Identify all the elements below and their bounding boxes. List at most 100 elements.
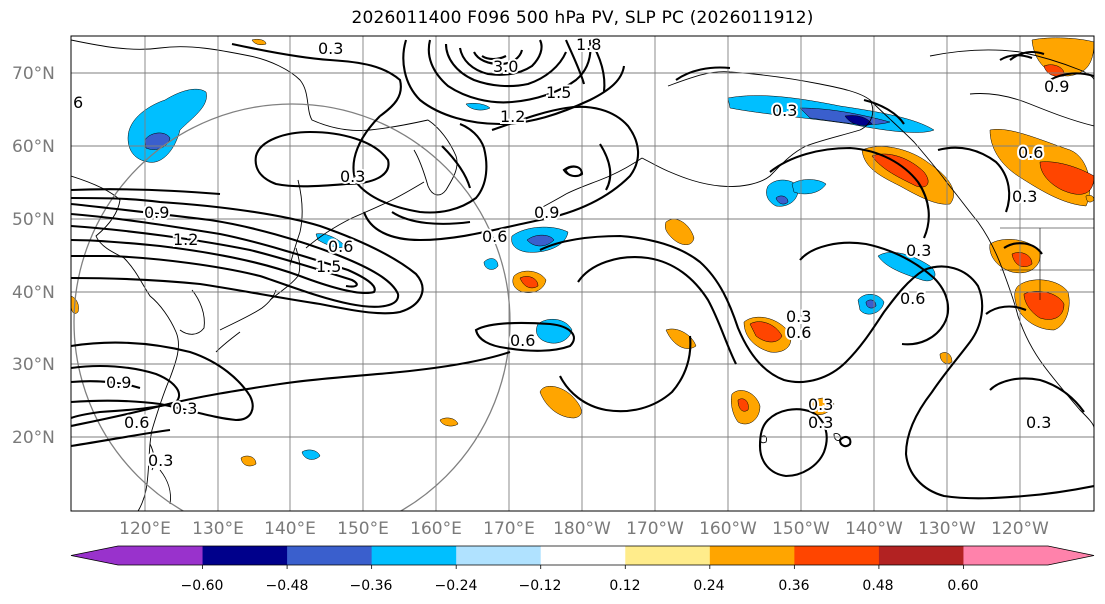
lat-axis: 70°N 60°N 50°N 40°N 30°N 20°N <box>12 64 55 448</box>
colorbar-tick-label: 0.48 <box>862 578 893 594</box>
shade-blob <box>315 233 346 248</box>
contour-label: 0.3 <box>340 167 365 186</box>
shade-blob <box>483 258 499 270</box>
lat-tick-label: 70°N <box>12 64 55 84</box>
contour-label: 3.0 <box>493 57 518 76</box>
contour-label: 0.3 <box>1026 413 1051 432</box>
graticule <box>71 36 1094 511</box>
colorbar-segment <box>794 546 880 565</box>
colorbar-tick-label: −0.12 <box>519 578 562 594</box>
contour-label: 1.2 <box>500 107 525 126</box>
shade-blob <box>737 398 749 412</box>
shade-blob <box>665 328 697 349</box>
colorbar-segment <box>878 546 964 565</box>
colorbar-tick-label: −0.60 <box>181 578 224 594</box>
colorbar-tick-label: −0.24 <box>435 578 478 594</box>
shade-blob <box>791 179 827 195</box>
shade-blob <box>539 385 582 419</box>
colorbar-segment <box>709 546 795 565</box>
colorbar-segment <box>625 546 711 565</box>
contour-label: 1.2 <box>173 230 198 249</box>
shade-blob <box>1039 161 1094 195</box>
contour-label: 6 <box>73 93 83 112</box>
lon-tick-label: 170°E <box>483 519 535 539</box>
contour-label: 0.6 <box>1018 143 1043 162</box>
contour-label: 0.6 <box>482 227 507 246</box>
shade-blob <box>1043 64 1065 77</box>
lat-tick-label: 40°N <box>12 283 55 303</box>
lon-tick-label: 130°E <box>192 519 244 539</box>
colorbar-tick-label: 0.60 <box>947 578 978 594</box>
contour-label: 0.6 <box>900 289 925 308</box>
contour-label: 0.3 <box>1012 187 1037 206</box>
lon-tick-label: 140°E <box>264 519 316 539</box>
contour-label: 0.6 <box>124 413 149 432</box>
shade-blob <box>251 38 267 46</box>
map-panel: 6 0.3 3.0 1.5 1.8 1.2 0.3 0.9 1.2 0.6 1.… <box>71 35 1094 511</box>
contour-label: 0.9 <box>534 203 559 222</box>
map-title: 2026011400 F096 500 hPa PV, SLP PC (2026… <box>351 8 814 28</box>
contour-label: 1.5 <box>316 257 341 276</box>
contour-label: 0.3 <box>772 101 797 120</box>
shade-blob <box>865 299 877 309</box>
lon-tick-label: 150°W <box>772 519 830 539</box>
contour-label: 0.3 <box>148 451 173 470</box>
colorbar-labels: −0.60 −0.48 −0.36 −0.24 −0.12 0.12 0.24 … <box>181 578 979 594</box>
contour-label: 0.3 <box>172 399 197 418</box>
contour-label: 0.9 <box>106 373 131 392</box>
contour-label: 0.6 <box>510 331 535 350</box>
lon-tick-label: 120°E <box>119 519 171 539</box>
colorbar-segment <box>540 546 626 565</box>
contour-label: 0.6 <box>786 323 811 342</box>
shade-blob <box>465 102 491 111</box>
colorbar-segment <box>118 546 204 565</box>
colorbar-segment <box>202 546 288 565</box>
map-frame <box>70 35 1095 512</box>
colorbar-segment <box>287 546 373 565</box>
lon-tick-label: 180°W <box>553 519 611 539</box>
slp-contours <box>71 39 1094 500</box>
lon-tick-label: 150°E <box>337 519 389 539</box>
shade-blob <box>665 218 695 245</box>
colorbar-tick-label: 0.36 <box>778 578 809 594</box>
shade-blob <box>301 449 321 460</box>
lat-tick-label: 30°N <box>12 355 55 375</box>
shade-blob <box>439 417 459 427</box>
colorbar-tick-label: 0.24 <box>693 578 724 594</box>
shade-blob <box>1085 194 1094 203</box>
colorbar <box>70 545 1095 569</box>
shade-blob <box>844 115 873 126</box>
lon-tick-label: 160°W <box>699 519 757 539</box>
lon-axis: 120°E 130°E 140°E 150°E 160°E 170°E 180°… <box>119 519 1049 539</box>
contour-label: 0.6 <box>328 237 353 256</box>
contour-label: 0.9 <box>144 203 169 222</box>
colorbar-segment <box>963 546 1049 565</box>
lon-tick-label: 160°E <box>410 519 462 539</box>
colorbar-tick-label: −0.36 <box>350 578 393 594</box>
lon-tick-label: 140°W <box>845 519 903 539</box>
contour-label: 0.3 <box>318 39 343 58</box>
lat-tick-label: 50°N <box>12 210 55 230</box>
colorbar-tick-label: 0.12 <box>609 578 640 594</box>
contour-label: 0.3 <box>808 395 833 414</box>
shade-blob <box>519 276 539 289</box>
contour-label: 1.8 <box>576 35 601 54</box>
shade-blob <box>939 352 953 364</box>
shade-blob <box>749 321 783 343</box>
colorbar-segment <box>456 546 542 565</box>
contour-labels: 6 0.3 3.0 1.5 1.8 1.2 0.3 0.9 1.2 0.6 1.… <box>71 35 1071 472</box>
contour-label: 0.3 <box>808 413 833 432</box>
colorbar-segment <box>371 546 457 565</box>
lon-tick-label: 120°W <box>991 519 1049 539</box>
colorbar-extend-low <box>71 546 118 565</box>
contour-label: 0.3 <box>906 241 931 260</box>
shade-blob <box>526 234 555 247</box>
shade-blob <box>766 179 799 207</box>
colorbar-extend-high <box>1048 546 1094 565</box>
shade-blob <box>775 195 789 205</box>
lat-tick-label: 60°N <box>12 137 55 157</box>
shade-blob <box>536 318 573 344</box>
colorbar-tick-label: −0.48 <box>266 578 309 594</box>
contour-label: 1.5 <box>546 83 571 102</box>
